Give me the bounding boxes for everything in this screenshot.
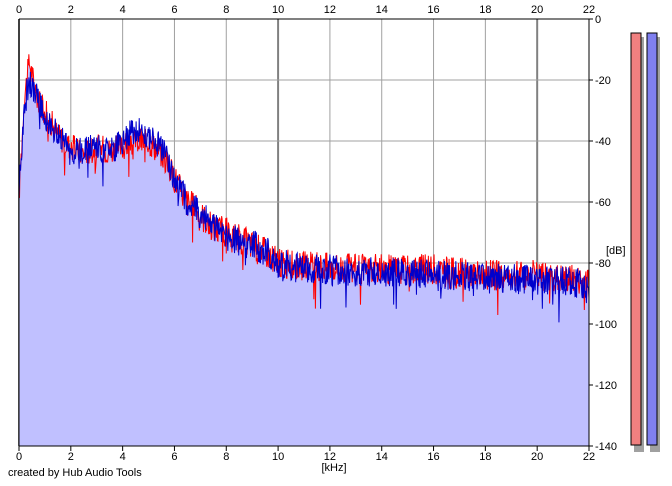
x-tick-label-top-22: 22 (583, 4, 595, 16)
x-tick-label-bottom-18: 18 (479, 451, 491, 463)
x-tick-label-top-8: 8 (223, 4, 229, 16)
series-lines (18, 54, 590, 323)
y-tick-label--80: -80 (595, 258, 611, 270)
x-tick-label-top-20: 20 (531, 4, 543, 16)
x-tick-label-top-2: 2 (68, 4, 74, 16)
plot-frame (18, 18, 590, 447)
x-tick-label-top-16: 16 (427, 4, 439, 16)
fill-area (19, 54, 589, 447)
x-tick-label-top-18: 18 (479, 4, 491, 16)
x-tick-label-top-4: 4 (120, 4, 126, 16)
x-tick-label-bottom-10: 10 (272, 451, 284, 463)
spectrum-fill (19, 54, 589, 447)
level-meter-2 (646, 32, 658, 446)
x-tick-label-bottom-14: 14 (376, 451, 388, 463)
x-tick-label-bottom-0: 0 (16, 451, 22, 463)
x-tick-label-bottom-22: 22 (583, 451, 595, 463)
x-tick-label-bottom-2: 2 (68, 451, 74, 463)
x-tick-label-top-10: 10 (272, 4, 284, 16)
y-axis-label: [dB] (606, 245, 626, 257)
y-tick-label--20: -20 (595, 75, 611, 87)
y-tick-label--60: -60 (595, 197, 611, 209)
y-axis-ticks: 0 -20 -40 -60 -80 -100 -120 -140 (589, 14, 617, 453)
level-meters (630, 32, 660, 452)
level-meter-1 (630, 32, 642, 446)
x-tick-label-bottom-20: 20 (531, 451, 543, 463)
y-tick-label--140: -140 (595, 441, 617, 453)
x-tick-label-top-12: 12 (324, 4, 336, 16)
y-tick-label-0: 0 (595, 14, 601, 26)
x-tick-label-bottom-4: 4 (120, 451, 126, 463)
credit-text: created by Hub Audio Tools (8, 467, 142, 479)
series-line-right (18, 71, 590, 323)
x-tick-label-bottom-12: 12 (324, 451, 336, 463)
y-tick-label--40: -40 (595, 136, 611, 148)
x-tick-label-top-0: 0 (16, 4, 22, 16)
x-tick-label-top-6: 6 (171, 4, 177, 16)
y-tick-label--120: -120 (595, 380, 617, 392)
y-tick-label--100: -100 (595, 319, 617, 331)
x-axis-label: [kHz] (321, 462, 346, 474)
x-tick-label-bottom-8: 8 (223, 451, 229, 463)
x-tick-label-bottom-16: 16 (427, 451, 439, 463)
x-tick-label-top-14: 14 (376, 4, 388, 16)
x-tick-label-bottom-6: 6 (171, 451, 177, 463)
